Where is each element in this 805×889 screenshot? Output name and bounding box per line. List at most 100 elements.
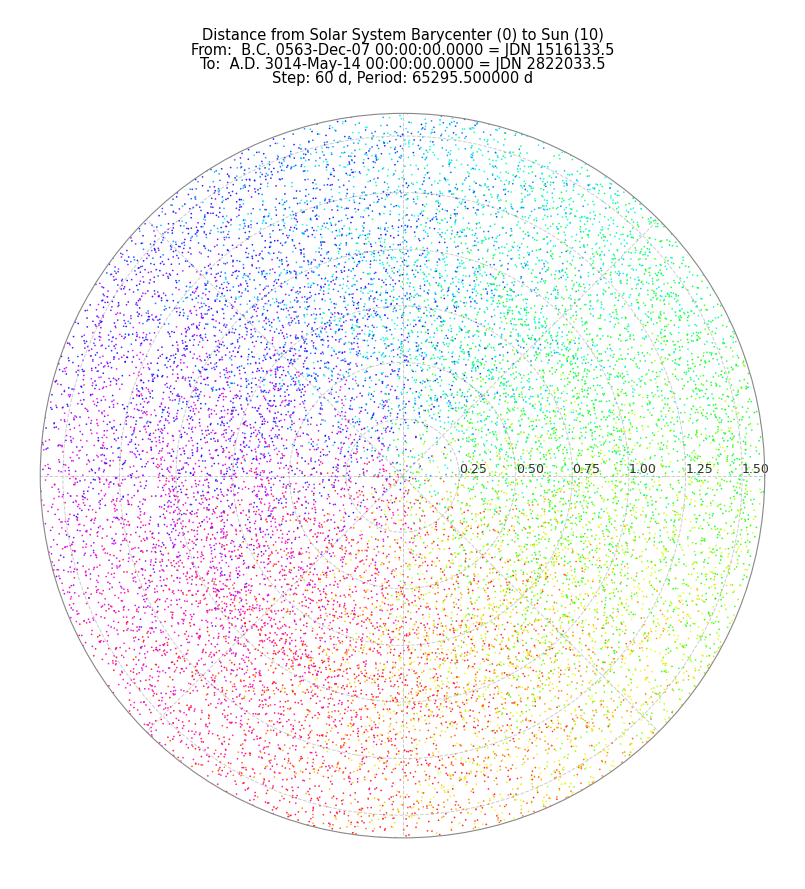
Point	[483, 664, 496, 678]
Point	[645, 556, 658, 570]
Point	[337, 772, 350, 786]
Point	[429, 287, 442, 301]
Point	[730, 627, 743, 641]
Point	[415, 140, 427, 155]
Point	[117, 184, 130, 198]
Point	[352, 203, 365, 217]
Point	[688, 449, 701, 463]
Point	[540, 94, 553, 108]
Point	[271, 164, 284, 179]
Point	[407, 137, 419, 151]
Point	[548, 416, 561, 430]
Point	[188, 328, 200, 342]
Point	[655, 180, 668, 194]
Point	[434, 309, 447, 324]
Point	[322, 710, 335, 725]
Point	[554, 611, 567, 625]
Point	[261, 303, 274, 317]
Point	[767, 470, 780, 485]
Point	[646, 508, 659, 522]
Point	[283, 713, 295, 727]
Point	[407, 386, 419, 400]
Point	[402, 272, 415, 286]
Point	[361, 584, 374, 598]
Point	[320, 588, 332, 602]
Point	[303, 134, 316, 148]
Point	[349, 205, 362, 220]
Point	[508, 284, 521, 299]
Point	[548, 755, 561, 769]
Point	[113, 98, 126, 112]
Point	[193, 727, 206, 741]
Point	[727, 362, 740, 376]
Point	[111, 284, 124, 298]
Point	[695, 463, 708, 477]
Point	[689, 163, 702, 177]
Point	[348, 295, 361, 309]
Point	[161, 293, 174, 308]
Point	[131, 484, 144, 498]
Point	[299, 394, 312, 408]
Point	[316, 271, 328, 285]
Point	[475, 883, 488, 889]
Point	[654, 305, 667, 319]
Point	[209, 537, 222, 551]
Point	[58, 674, 71, 688]
Point	[725, 644, 738, 658]
Point	[507, 811, 520, 825]
Point	[541, 746, 554, 760]
Point	[497, 387, 510, 401]
Point	[92, 419, 105, 433]
Point	[603, 372, 616, 387]
Point	[368, 715, 381, 729]
Point	[89, 670, 102, 685]
Point	[743, 340, 756, 354]
Point	[30, 185, 43, 199]
Point	[744, 681, 757, 695]
Point	[576, 613, 589, 628]
Point	[352, 301, 365, 316]
Point	[278, 219, 291, 233]
Point	[731, 476, 744, 490]
Point	[522, 245, 535, 260]
Point	[541, 210, 554, 224]
Point	[619, 360, 632, 374]
Point	[712, 527, 724, 541]
Point	[634, 582, 646, 597]
Point	[407, 516, 420, 530]
Point	[195, 788, 208, 802]
Point	[669, 362, 682, 376]
Point	[487, 238, 500, 252]
Point	[691, 589, 704, 603]
Point	[22, 444, 35, 459]
Point	[700, 432, 713, 446]
Point	[65, 277, 78, 292]
Point	[611, 467, 624, 481]
Point	[229, 436, 242, 450]
Point	[83, 717, 96, 731]
Point	[101, 213, 114, 228]
Point	[288, 607, 301, 621]
Point	[353, 484, 365, 498]
Point	[216, 618, 229, 632]
Point	[270, 399, 283, 413]
Point	[159, 301, 172, 316]
Point	[239, 480, 252, 494]
Point	[471, 469, 484, 484]
Point	[601, 869, 613, 884]
Point	[639, 176, 652, 190]
Point	[190, 533, 203, 547]
Point	[89, 348, 102, 362]
Point	[176, 836, 189, 850]
Point	[514, 596, 527, 610]
Point	[338, 847, 351, 861]
Point	[513, 388, 526, 402]
Point	[529, 169, 542, 183]
Point	[155, 462, 168, 477]
Point	[654, 263, 667, 277]
Point	[708, 570, 721, 584]
Point	[366, 597, 379, 611]
Point	[538, 516, 551, 530]
Point	[250, 453, 263, 468]
Point	[309, 454, 322, 469]
